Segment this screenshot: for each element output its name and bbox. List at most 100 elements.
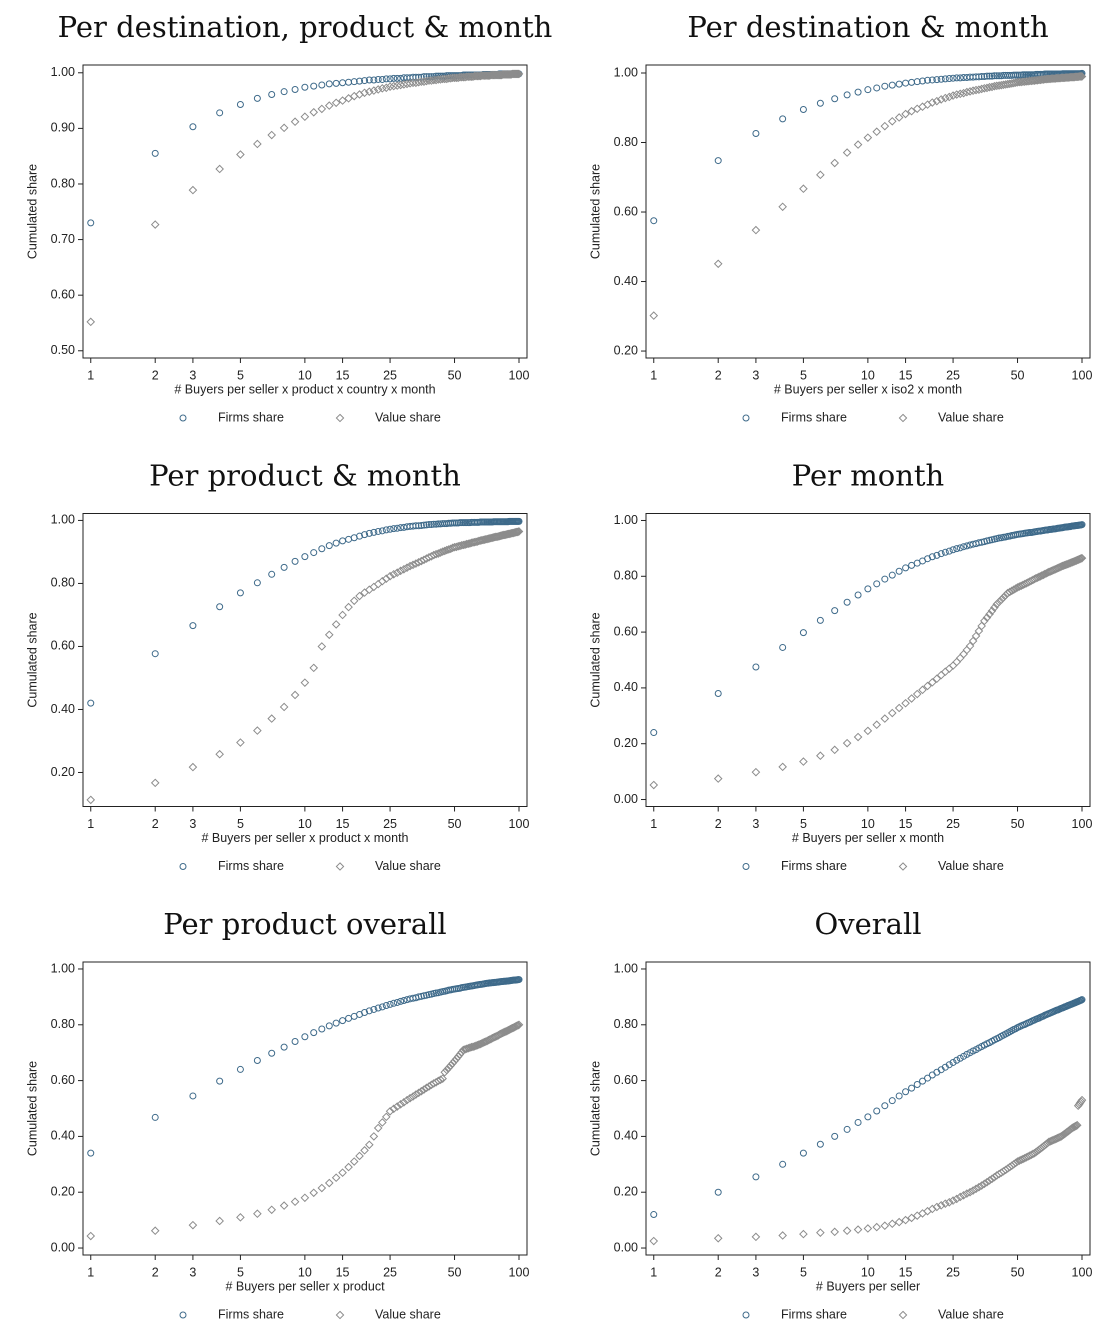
diamond-marker bbox=[373, 85, 383, 94]
diamond-marker bbox=[872, 720, 882, 730]
diamond-marker bbox=[460, 540, 470, 549]
diamond-marker bbox=[442, 545, 452, 555]
diamond-marker bbox=[360, 88, 369, 98]
diamond-marker bbox=[894, 1217, 904, 1227]
diamond-marker bbox=[465, 72, 475, 81]
diamond-marker bbox=[150, 778, 160, 788]
circle-marker bbox=[913, 78, 921, 86]
circle-marker bbox=[345, 535, 353, 543]
circle-marker bbox=[995, 534, 1003, 542]
panel: Per product overall 0.00 0.20 0.40 0.60 0.80 1… bbox=[25, 907, 529, 1321]
circle-marker bbox=[268, 570, 276, 578]
series bbox=[86, 69, 524, 327]
diamond-marker bbox=[392, 568, 402, 578]
diamond-marker bbox=[402, 1095, 412, 1105]
diamond-marker bbox=[816, 751, 825, 761]
diamond-marker bbox=[385, 571, 395, 581]
x-tick-label: 2 bbox=[152, 1265, 159, 1279]
diamond-marker bbox=[405, 561, 415, 571]
circle-marker bbox=[650, 729, 658, 737]
circle-marker bbox=[236, 589, 244, 597]
legend-label: Value share bbox=[938, 410, 1004, 424]
circle-marker bbox=[253, 94, 261, 102]
y-tick-label: 1.00 bbox=[51, 513, 75, 527]
y-axis-label: Cumulated share bbox=[25, 1061, 39, 1156]
diamond-marker bbox=[465, 1043, 475, 1052]
diamond-marker bbox=[863, 726, 873, 736]
diamond-marker bbox=[86, 1231, 96, 1241]
x-axis-label: # Buyers per seller x product x month bbox=[201, 831, 408, 845]
x-axis-label: # Buyers per seller x iso2 x month bbox=[774, 382, 962, 396]
circle-marker bbox=[895, 80, 903, 88]
diamond-marker bbox=[1077, 553, 1087, 563]
x-tick-label: 1 bbox=[87, 817, 94, 831]
circle-marker bbox=[310, 82, 318, 90]
diamond-marker bbox=[713, 1233, 723, 1243]
legend-marker bbox=[335, 862, 345, 871]
diamond-marker bbox=[355, 1151, 364, 1161]
circle-marker bbox=[423, 521, 431, 529]
circle-marker bbox=[291, 557, 299, 565]
chart-title: Per product & month bbox=[149, 459, 461, 493]
diamond-marker bbox=[514, 1020, 524, 1030]
diamond-marker bbox=[713, 259, 723, 269]
circle-marker bbox=[452, 519, 460, 527]
circle-marker bbox=[924, 555, 932, 563]
y-tick-label: 0.60 bbox=[614, 624, 638, 638]
circle-marker bbox=[382, 1002, 390, 1010]
y-tick-label: 0.20 bbox=[614, 736, 638, 750]
diamond-marker bbox=[965, 1187, 975, 1197]
diamond-marker bbox=[344, 1162, 353, 1172]
circle-marker bbox=[415, 993, 423, 1001]
diamond-marker bbox=[649, 780, 659, 790]
legend-marker bbox=[898, 1310, 908, 1320]
diamond-marker bbox=[457, 541, 466, 550]
plot-frame bbox=[82, 513, 528, 807]
circle-marker bbox=[873, 84, 881, 92]
diamond-marker bbox=[952, 1194, 962, 1204]
panel: Per destination & month 0.20 0.40 0.60 0.80 1… bbox=[588, 10, 1092, 424]
diamond-marker bbox=[968, 1186, 978, 1195]
circle-marker bbox=[1078, 521, 1086, 529]
diamond-marker bbox=[1074, 72, 1084, 81]
circle-marker bbox=[318, 1025, 326, 1033]
circle-marker bbox=[390, 525, 398, 533]
diamond-marker bbox=[434, 75, 443, 84]
circle-marker bbox=[87, 699, 95, 707]
x-tick-label: 2 bbox=[715, 368, 722, 382]
diamond-marker bbox=[453, 541, 463, 551]
panel: Overall 0.00 0.20 0.40 0.60 0.80 1.00 1 2 3 5 10 15 2… bbox=[588, 907, 1092, 1321]
plot-frame bbox=[645, 64, 1091, 359]
circle-marker bbox=[378, 527, 386, 535]
diamond-marker bbox=[513, 69, 523, 79]
legend-marker bbox=[742, 414, 750, 422]
diamond-marker bbox=[419, 77, 429, 86]
diamond-marker bbox=[338, 610, 347, 620]
diamond-marker bbox=[369, 86, 379, 95]
circle-marker bbox=[983, 537, 991, 545]
series bbox=[86, 1020, 524, 1241]
circle-marker bbox=[1078, 996, 1086, 1004]
circle-marker bbox=[386, 1000, 394, 1008]
circle-marker bbox=[325, 80, 333, 88]
x-tick-label: 10 bbox=[298, 1265, 312, 1279]
x-tick-label: 2 bbox=[715, 1265, 722, 1279]
y-tick-label: 0.40 bbox=[614, 1129, 638, 1143]
diamond-marker bbox=[467, 1042, 476, 1052]
diamond-marker bbox=[952, 657, 962, 667]
x-tick-label: 15 bbox=[899, 368, 913, 382]
circle-marker bbox=[432, 989, 440, 997]
diamond-marker bbox=[894, 703, 904, 713]
diamond-marker bbox=[990, 81, 999, 91]
x-tick-label: 15 bbox=[336, 817, 350, 831]
diamond-marker bbox=[349, 596, 359, 606]
circle-marker bbox=[361, 77, 369, 85]
circle-marker bbox=[253, 1057, 261, 1065]
diamond-marker bbox=[253, 726, 262, 735]
diamond-marker bbox=[962, 645, 972, 655]
y-tick-label: 1.00 bbox=[51, 65, 75, 79]
circle-marker bbox=[843, 91, 851, 99]
diamond-marker bbox=[360, 1146, 369, 1155]
diamond-marker bbox=[816, 1228, 825, 1237]
series bbox=[650, 69, 1086, 225]
